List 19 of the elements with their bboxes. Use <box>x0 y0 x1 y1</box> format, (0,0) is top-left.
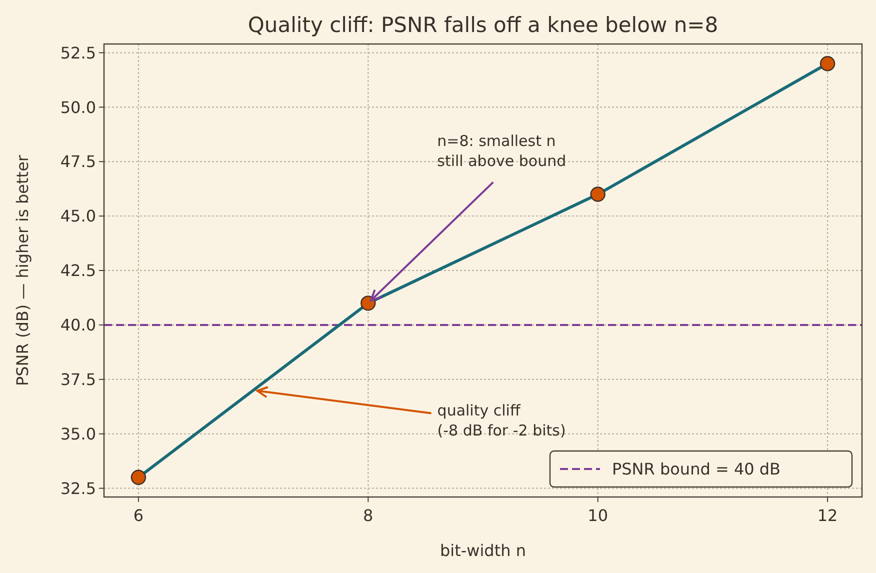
x-tick-label: 12 <box>817 506 838 525</box>
annotation: n=8: smallest n still above bound <box>437 132 566 170</box>
chart-title: Quality cliff: PSNR falls off a knee below n=8 <box>248 13 718 37</box>
x-tick-label: 8 <box>363 506 374 525</box>
y-tick-label: 37.5 <box>60 370 96 389</box>
y-tick-label: 50.0 <box>60 98 96 117</box>
y-tick-label: 45.0 <box>60 206 96 226</box>
y-tick-label: 52.5 <box>60 43 96 62</box>
y-tick-label: 42.5 <box>60 261 96 280</box>
legend-label: PSNR bound = 40 dB <box>612 460 781 479</box>
x-tick-label: 10 <box>588 506 608 525</box>
x-tick-label: 6 <box>133 506 144 525</box>
y-tick-label: 47.5 <box>60 152 96 172</box>
y-tick-label: 40.0 <box>60 316 96 335</box>
annotation: quality cliff (-8 dB for -2 bits) <box>437 401 566 440</box>
y-axis-title: PSNR (dB) — higher is better <box>13 154 32 386</box>
x-axis-title: bit-width n <box>440 541 526 560</box>
y-tick-label: 35.0 <box>60 424 96 444</box>
y-tick-label: 32.5 <box>60 478 96 498</box>
